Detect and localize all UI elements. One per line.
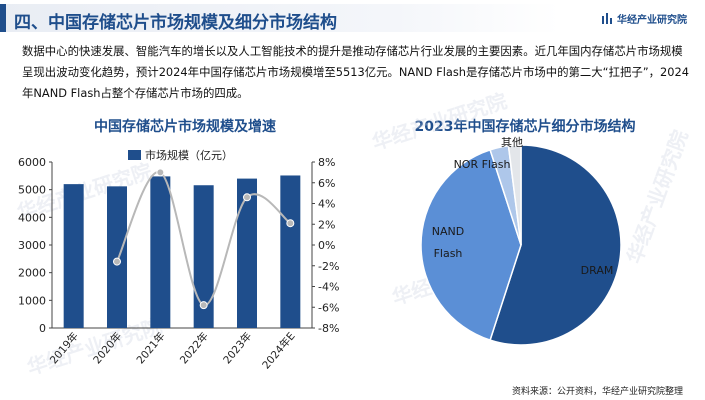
pie-slice <box>507 144 522 246</box>
watermark-text: 华经产业研究院 <box>622 127 692 267</box>
bar <box>280 175 301 328</box>
bar <box>150 176 171 328</box>
bar-line-chart: 0 1000 2000 3000 4000 5000 6000 -8% -6% -4% -2% 0% 2… <box>18 148 339 372</box>
y-right-tick-label: -6% <box>318 301 339 314</box>
growth-point <box>243 193 251 202</box>
y-left-tick-label: 5000 <box>18 184 46 197</box>
pie-slice <box>489 144 622 346</box>
bar <box>237 178 257 328</box>
pie-label: DRAM <box>581 264 614 277</box>
bar-chart-title: 中国存储芯片市场规模及增速 <box>94 119 276 135</box>
growth-point <box>199 301 208 310</box>
y-left-tick-label: 3000 <box>18 239 46 252</box>
y-right-tick-label: 4% <box>318 198 335 211</box>
y-right-tick-label: -4% <box>318 281 339 294</box>
y-left-tick-label: 6000 <box>18 156 46 169</box>
header-band <box>0 4 560 32</box>
growth-point <box>286 219 295 228</box>
bar <box>107 186 127 328</box>
y-right-tick-label: 2% <box>318 218 335 231</box>
x-tick-label: 2022年 <box>177 330 211 367</box>
pie-chart-title: 2023年中国存储芯片细分市场结构 <box>414 119 636 135</box>
y-left-tick-label: 1000 <box>18 294 46 307</box>
growth-point <box>156 168 165 177</box>
y-right-tick-label: -2% <box>318 260 339 273</box>
source-note: 资料来源：公开资料，华经产业研究院整理 <box>511 387 683 397</box>
y-right-tick-label: 8% <box>318 156 335 169</box>
watermark-text: 华经产业研究院 <box>369 89 510 155</box>
brand: 华经产业研究院 <box>602 11 687 26</box>
y-right-tick-label: 6% <box>318 177 335 190</box>
pie-slice <box>420 148 522 342</box>
pie-label: NAND Flash <box>432 225 464 260</box>
y-left-tick-label: 0 <box>39 322 46 335</box>
y-right-tick-label: -8% <box>318 322 339 335</box>
x-tick-label: 2024年E <box>259 330 297 372</box>
y-left-tick-label: 4000 <box>18 211 46 224</box>
pie-chart: DRAM NAND Flash NOR Flash 其他 <box>420 136 622 346</box>
bar <box>193 185 214 328</box>
y-right-tick-label: 0% <box>318 239 335 252</box>
pie-label: 其他 <box>501 136 523 149</box>
brand-name: 华经产业研究院 <box>617 15 687 26</box>
y-left-tick-label: 2000 <box>18 267 46 280</box>
legend-swatch <box>128 150 141 160</box>
page-title: 四、中国存储芯片市场规模及细分市场结构 <box>14 13 337 33</box>
header-accent-bar <box>0 4 6 32</box>
intro-paragraph: 数据中心的快速发展、智能汽车的增长以及人工智能技术的提升是推动存储芯片行业发展的… <box>22 44 690 100</box>
brand-logo-icon <box>602 13 612 24</box>
growth-point <box>113 257 121 266</box>
legend-label: 市场规模（亿元） <box>145 148 233 162</box>
pie-label: NOR Flash <box>454 158 511 171</box>
header: 四、中国存储芯片市场规模及细分市场结构 华经产业研究院 <box>0 0 705 36</box>
x-tick-label: 2023年 <box>220 330 254 367</box>
bar <box>63 184 84 328</box>
